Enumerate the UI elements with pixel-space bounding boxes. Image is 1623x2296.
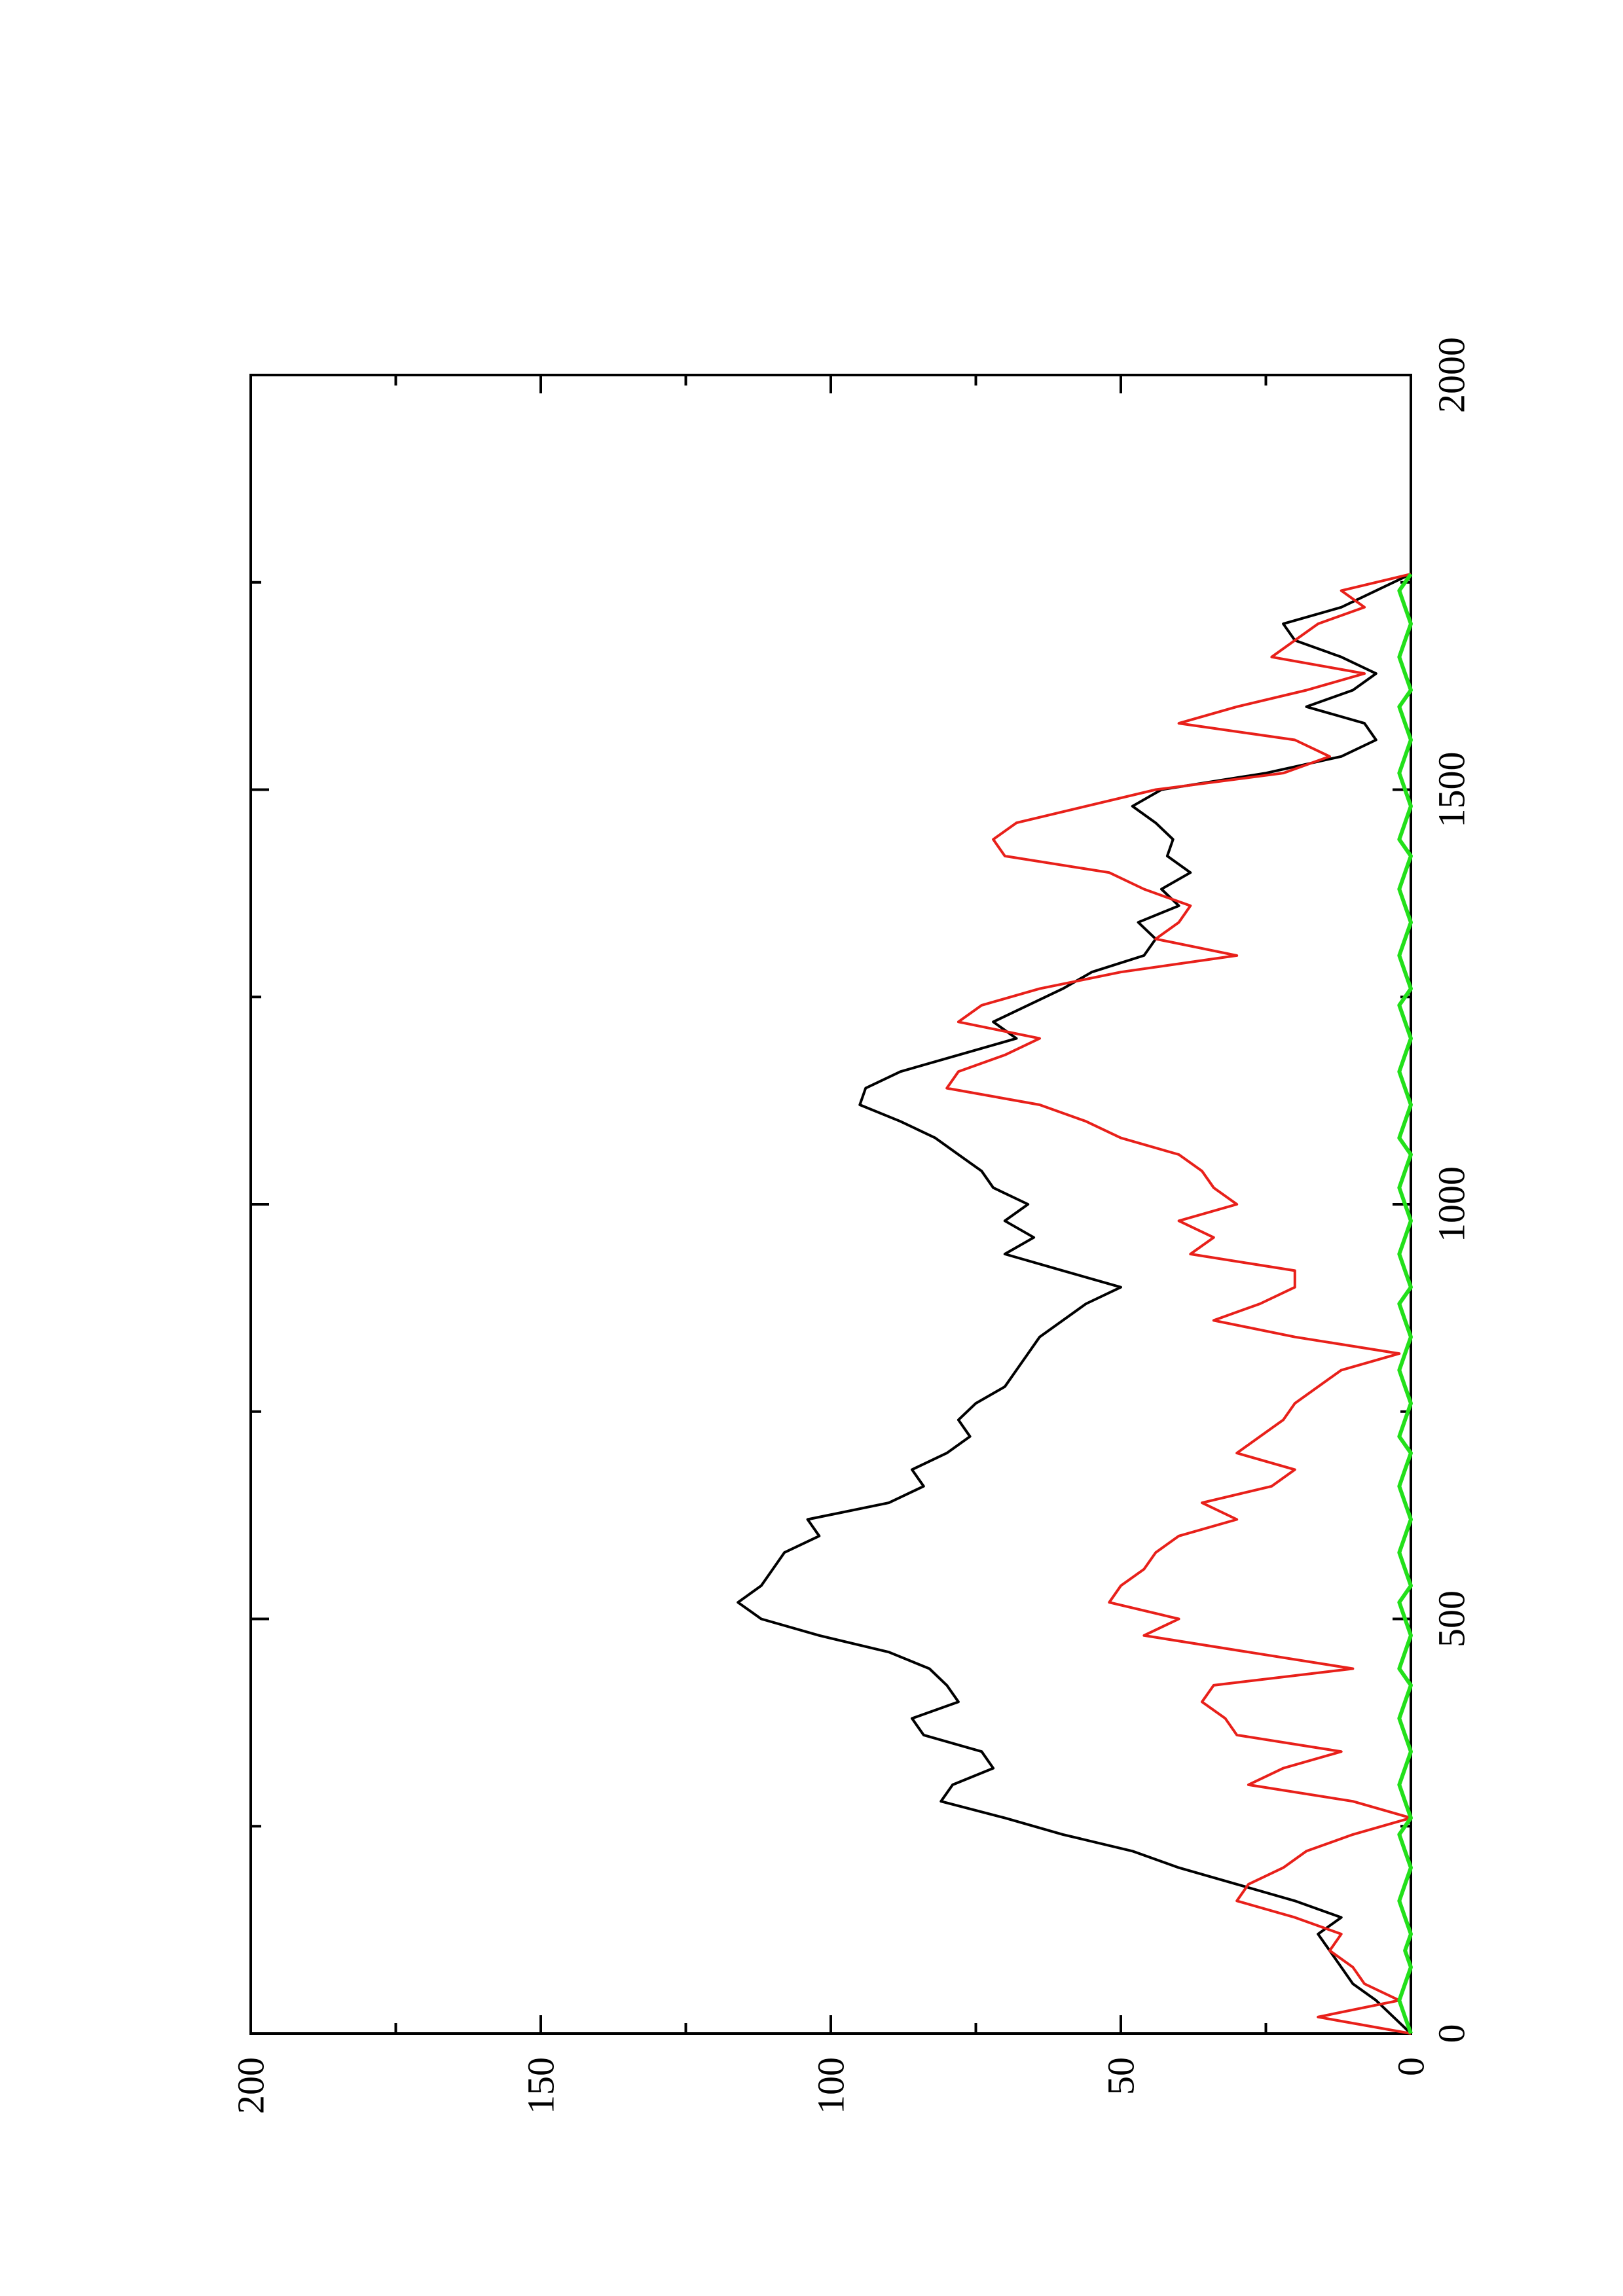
x-tick-label: 1500 xyxy=(1431,752,1473,828)
x-tick-label: 500 xyxy=(1431,1590,1473,1647)
x-tick-label: 1000 xyxy=(1431,1166,1473,1242)
series-group xyxy=(737,573,1413,2035)
x-tick-label: 0 xyxy=(1431,2024,1473,2043)
y-tick-label: 0 xyxy=(1390,2057,1432,2076)
x-tick-label: 2000 xyxy=(1431,337,1473,413)
tick-labels: 0 500 1000 1500 2000 0 50 100 150 200 xyxy=(230,337,1473,2114)
series-line-3 xyxy=(1397,573,1413,2034)
y-tick-label: 200 xyxy=(230,2057,272,2114)
y-tick-label: 50 xyxy=(1100,2057,1142,2095)
y-tick-label: 100 xyxy=(810,2057,852,2114)
y-tick-label: 150 xyxy=(520,2057,562,2114)
series-line-2 xyxy=(945,573,1412,2035)
series-line-1 xyxy=(737,573,1412,2035)
